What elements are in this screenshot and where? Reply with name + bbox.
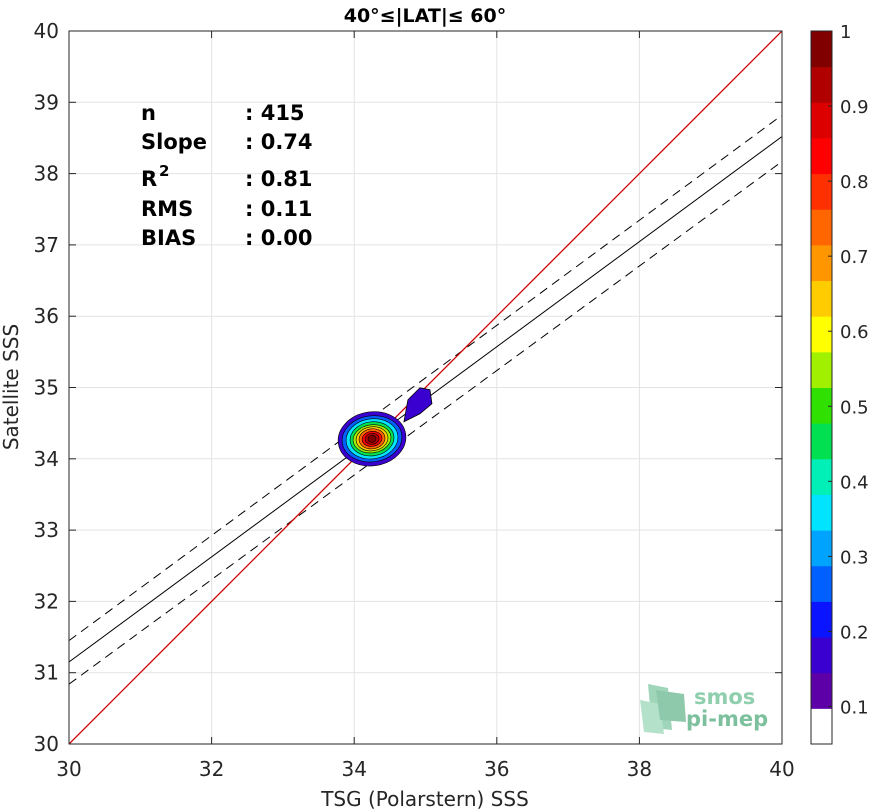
stat-label-superscript: 2 <box>159 162 169 180</box>
stat-value: : 415 <box>245 101 305 125</box>
x-tick-label: 32 <box>199 757 224 781</box>
y-axis-label: Satellite SSS <box>0 324 23 450</box>
colorbar-tick-label: 0.7 <box>840 247 869 268</box>
colorbar-tick-label: 1 <box>840 22 851 43</box>
density-secondary-lobe <box>403 387 433 423</box>
stat-label: RMS <box>141 197 193 221</box>
stat-value: : 0.00 <box>245 226 313 250</box>
stat-value: : 0.81 <box>245 167 313 191</box>
lower-confidence-line <box>69 161 782 685</box>
colorbar-tick-label: 0.2 <box>840 622 869 643</box>
y-tick-label: 30 <box>34 732 59 756</box>
density-contour <box>367 435 377 443</box>
logo-text-smos: smos <box>694 685 755 709</box>
colorbar-tick-label: 0.4 <box>840 472 869 493</box>
x-tick-label: 38 <box>627 757 652 781</box>
smos-pi-mep-logo: smos pi-mep <box>640 684 768 734</box>
colorbar-tick-label: 0.5 <box>840 397 869 418</box>
colorbar-segment <box>811 423 832 460</box>
y-tick-label: 39 <box>34 90 59 114</box>
identity-line <box>69 31 782 744</box>
y-tick-label: 33 <box>34 518 59 542</box>
y-tick-label: 31 <box>34 661 59 685</box>
stat-value: : 0.74 <box>245 130 313 154</box>
y-tick-label: 32 <box>34 589 59 613</box>
colorbar-segment <box>811 708 832 745</box>
colorbar-segment <box>811 173 832 210</box>
colorbar-tick-label: 0.1 <box>840 697 869 718</box>
y-tick-label: 37 <box>34 233 59 257</box>
colorbar-tick-label: 0.6 <box>840 322 869 343</box>
colorbar-segment <box>811 31 832 68</box>
colorbar-segment <box>811 458 832 495</box>
colorbar-segment <box>811 66 832 103</box>
colorbar-segment <box>811 672 832 709</box>
stat-label: BIAS <box>141 226 196 250</box>
y-tick-label: 36 <box>34 304 59 328</box>
y-tick-label: 34 <box>34 447 59 471</box>
density-contours <box>337 387 433 467</box>
stat-label: n <box>141 101 156 125</box>
x-tick-label: 36 <box>484 757 509 781</box>
stat-label: Slope <box>141 130 207 154</box>
stat-value: : 0.11 <box>245 197 313 221</box>
colorbar-segment <box>811 102 832 139</box>
colorbar-segment <box>811 530 832 567</box>
stat-label: R <box>141 167 157 191</box>
colorbar-tick-label: 0.3 <box>840 547 869 568</box>
colorbar-segment <box>811 316 832 353</box>
grid <box>68 30 783 745</box>
upper-confidence-line <box>69 114 782 642</box>
colorbar-segment <box>811 565 832 602</box>
chart-title: 40°≤|LAT|≤ 60° <box>344 5 507 27</box>
colorbar-segment <box>811 244 832 282</box>
colorbar-segment <box>811 137 832 175</box>
x-tick-label: 40 <box>769 757 794 781</box>
y-tick-label: 38 <box>34 162 59 186</box>
y-tick-label: 35 <box>34 376 59 400</box>
colorbar-segment <box>811 494 832 531</box>
x-tick-label: 34 <box>341 757 366 781</box>
colorbar-segment <box>811 209 832 246</box>
y-tick-label: 40 <box>34 19 59 43</box>
colorbar-tick-label: 0.8 <box>840 172 869 193</box>
colorbar-segment <box>811 280 832 317</box>
colorbar-segment <box>811 351 832 388</box>
axis-ticks: 30 32 34 36 38 40 30 31 32 33 34 35 36 37 38 39 40 <box>34 19 795 781</box>
logo-text-pimep: pi-mep <box>686 707 768 731</box>
x-axis-label: TSG (Polarstern) SSS <box>320 787 529 811</box>
colorbar-tick-label: 0.9 <box>840 97 869 118</box>
x-tick-label: 30 <box>56 757 81 781</box>
colorbar-segment <box>811 387 832 424</box>
colorbar-segment <box>811 601 832 638</box>
colorbar: 0.1 0.2 0.3 0.4 0.5 0.6 0.7 0.8 0.9 1 <box>810 22 869 745</box>
colorbar-frame <box>810 30 833 745</box>
colorbar-segment <box>811 637 832 674</box>
stats-box: n : 415 Slope : 0.74 R 2 : 0.81 RMS : 0.11 BIAS : … <box>141 101 313 250</box>
logo-mark-icon <box>640 684 686 734</box>
